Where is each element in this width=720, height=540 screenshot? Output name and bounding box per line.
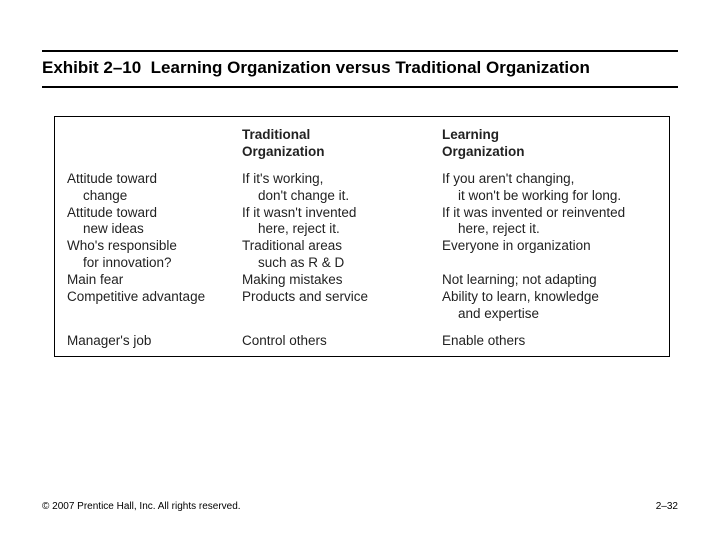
cell-line: change [67, 188, 127, 203]
cell-traditional: If it wasn't invented here, reject it. [242, 205, 442, 239]
cell-line: here, reject it. [242, 221, 340, 236]
cell-line: for innovation? [67, 255, 172, 270]
cell-learning: Everyone in organization [442, 238, 657, 272]
table-row: Attitude toward change If it's working, … [67, 171, 657, 205]
row-label: Manager's job [67, 333, 242, 350]
row-gap [67, 323, 657, 333]
cell-line: If it was invented or reinvented [442, 205, 625, 220]
header-col3: Learning Organization [442, 127, 657, 171]
cell-traditional: Products and service [242, 289, 442, 323]
row-label: Attitude toward change [67, 171, 242, 205]
cell-line: Traditional areas [242, 238, 342, 253]
cell-line: and expertise [442, 306, 539, 321]
title-block: Exhibit 2–10 Learning Organization versu… [42, 50, 678, 88]
cell-line: Who's responsible [67, 238, 177, 253]
header-col2-line1: Traditional [242, 127, 310, 142]
cell-line: new ideas [67, 221, 144, 236]
slide-footer: © 2007 Prentice Hall, Inc. All rights re… [42, 501, 678, 512]
cell-line: Competitive advantage [67, 289, 205, 304]
cell-learning: If you aren't changing, it won't be work… [442, 171, 657, 205]
cell-traditional: Making mistakes [242, 272, 442, 289]
comparison-table: Traditional Organization Learning Organi… [54, 116, 670, 357]
cell-learning: Ability to learn, knowledge and expertis… [442, 289, 657, 323]
table-row: Who's responsible for innovation? Tradit… [67, 238, 657, 272]
cell-line: Attitude toward [67, 205, 157, 220]
cell-line: Ability to learn, knowledge [442, 289, 599, 304]
cell-line: Attitude toward [67, 171, 157, 186]
header-col2-line2: Organization [242, 144, 325, 159]
cell-traditional: Control others [242, 333, 442, 350]
cell-traditional: If it's working, don't change it. [242, 171, 442, 205]
cell-learning: If it was invented or reinvented here, r… [442, 205, 657, 239]
table-row: Competitive advantage Products and servi… [67, 289, 657, 323]
header-col1 [67, 127, 242, 171]
cell-line: If you aren't changing, [442, 171, 574, 186]
cell-line: If it wasn't invented [242, 205, 356, 220]
cell-learning: Enable others [442, 333, 657, 350]
exhibit-title: Exhibit 2–10 Learning Organization versu… [42, 58, 678, 78]
header-col3-line1: Learning [442, 127, 499, 142]
table-row: Main fear Making mistakes Not learning; … [67, 272, 657, 289]
header-col2: Traditional Organization [242, 127, 442, 171]
table-row: Manager's job Control others Enable othe… [67, 333, 657, 350]
row-label: Who's responsible for innovation? [67, 238, 242, 272]
row-label: Competitive advantage [67, 289, 242, 323]
table-row: Attitude toward new ideas If it wasn't i… [67, 205, 657, 239]
cell-line: Making mistakes [242, 272, 343, 287]
cell-line: Not learning; not adapting [442, 272, 597, 287]
cell-line: If it's working, [242, 171, 323, 186]
copyright-text: © 2007 Prentice Hall, Inc. All rights re… [42, 501, 241, 512]
row-label: Attitude toward new ideas [67, 205, 242, 239]
cell-line: it won't be working for long. [442, 188, 621, 203]
slide-page: Exhibit 2–10 Learning Organization versu… [0, 0, 720, 540]
cell-line: here, reject it. [442, 221, 540, 236]
cell-line: such as R & D [242, 255, 344, 270]
page-number: 2–32 [656, 501, 678, 512]
cell-traditional: Traditional areas such as R & D [242, 238, 442, 272]
cell-line: don't change it. [242, 188, 349, 203]
table-header-row: Traditional Organization Learning Organi… [67, 127, 657, 171]
header-col3-line2: Organization [442, 144, 525, 159]
row-label: Main fear [67, 272, 242, 289]
cell-learning: Not learning; not adapting [442, 272, 657, 289]
cell-line: Everyone in organization [442, 238, 591, 253]
cell-line: Main fear [67, 272, 123, 287]
cell-line: Products and service [242, 289, 368, 304]
